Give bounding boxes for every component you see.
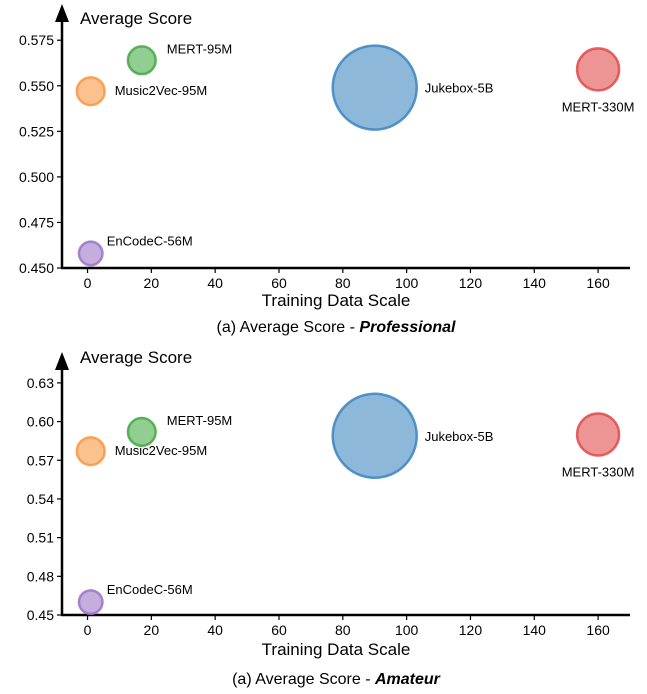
- bubble-encodec-56m: [77, 240, 104, 267]
- x-tick-label: 140: [523, 622, 547, 638]
- chart-panel-amateur: Average Score 0.450.480.510.540.570.600.…: [27, 348, 635, 688]
- y-axis-label: Average Score: [80, 9, 192, 28]
- point-label-mert-330m: MERT-330M: [562, 464, 635, 479]
- y-tick-label: 0.550: [19, 78, 54, 94]
- bubble-mert-95m: [126, 416, 157, 448]
- y-tick-label: 0.63: [27, 375, 54, 391]
- bubbles: EnCodeC-56M Music2Vec-95M MERT-95M Jukebox-…: [75, 392, 635, 616]
- x-axis-label: Training Data Scale: [262, 640, 411, 659]
- x-tick-label: 100: [395, 275, 419, 291]
- y-tick-label: 0.525: [19, 123, 54, 139]
- y-tick-label: 0.60: [27, 414, 54, 430]
- bubbles: EnCodeC-56M Music2Vec-95M MERT-95M Jukebox-…: [75, 41, 635, 267]
- y-tick-label: 0.575: [19, 32, 54, 48]
- point-label-music2vec-95m: Music2Vec-95M: [115, 83, 207, 98]
- y-ticks: 0.450 0.475 0.500 0.525 0.550 0.575: [19, 32, 62, 276]
- point-label-mert-95m: MERT-95M: [167, 413, 233, 428]
- point-label-encodec-56m: EnCodeC-56M: [107, 233, 193, 248]
- x-tick-label: 0: [84, 622, 92, 638]
- x-tick-label: 20: [144, 622, 160, 638]
- y-tick-label: 0.475: [19, 214, 54, 230]
- point-label-mert-330m: MERT-330M: [562, 99, 635, 114]
- x-tick-label: 80: [335, 622, 351, 638]
- x-tick-label: 120: [459, 622, 483, 638]
- bubble-mert-95m: [126, 45, 157, 76]
- y-axis-arrow: [55, 4, 69, 22]
- point-label-encodec-56m: EnCodeC-56M: [107, 582, 193, 597]
- x-tick-label: 100: [395, 622, 419, 638]
- x-tick-label: 60: [271, 275, 287, 291]
- point-label-mert-95m: MERT-95M: [167, 41, 233, 56]
- x-tick-label: 120: [459, 275, 483, 291]
- y-tick-label: 0.45: [27, 607, 54, 623]
- bubble-music2vec-95m: [75, 436, 106, 467]
- point-label-jukebox-5b: Jukebox-5B: [425, 429, 494, 444]
- y-axis-label: Average Score: [80, 348, 192, 367]
- y-tick-label: 0.54: [27, 491, 54, 507]
- x-tick-label: 40: [207, 275, 223, 291]
- x-tick-label: 160: [586, 622, 610, 638]
- y-tick-label: 0.450: [19, 260, 54, 276]
- chart-panel-professional: Average Score 0.4500.4750.5000.5250.5500…: [19, 4, 635, 336]
- y-ticks: 0.45 0.48 0.51 0.54 0.57 0.60 0.63: [27, 375, 62, 623]
- bubble-music2vec-95m: [75, 76, 106, 107]
- x-tick-label: 160: [586, 275, 610, 291]
- y-axis-arrow: [55, 352, 69, 370]
- y-tick-label: 0.57: [27, 452, 54, 468]
- chart-caption: (a) Average Score - Professional: [217, 319, 456, 336]
- point-label-music2vec-95m: Music2Vec-95M: [115, 443, 207, 458]
- x-tick-label: 60: [271, 622, 287, 638]
- bubble-jukebox-5b: [331, 44, 418, 131]
- y-tick-label: 0.500: [19, 169, 54, 185]
- y-tick-label: 0.51: [27, 530, 54, 546]
- bubble-encodec-56m: [77, 589, 104, 616]
- x-tick-label: 20: [144, 275, 160, 291]
- x-tick-label: 140: [523, 275, 547, 291]
- y-tick-label: 0.48: [27, 568, 54, 584]
- x-ticks: 0 20 40 60 80 100 120 140 160: [84, 268, 610, 291]
- x-ticks: 0 20 40 60 80 100 120 140 160: [84, 615, 610, 638]
- point-label-jukebox-5b: Jukebox-5B: [425, 81, 494, 96]
- x-axis-label: Training Data Scale: [262, 291, 411, 310]
- bubble-jukebox-5b: [331, 392, 418, 480]
- bubble-mert-330m: [575, 412, 621, 457]
- x-tick-label: 80: [335, 275, 351, 291]
- x-tick-label: 0: [84, 275, 92, 291]
- x-tick-label: 40: [207, 622, 223, 638]
- chart-caption: (a) Average Score - Amateur: [232, 671, 441, 688]
- bubble-mert-330m: [575, 47, 621, 92]
